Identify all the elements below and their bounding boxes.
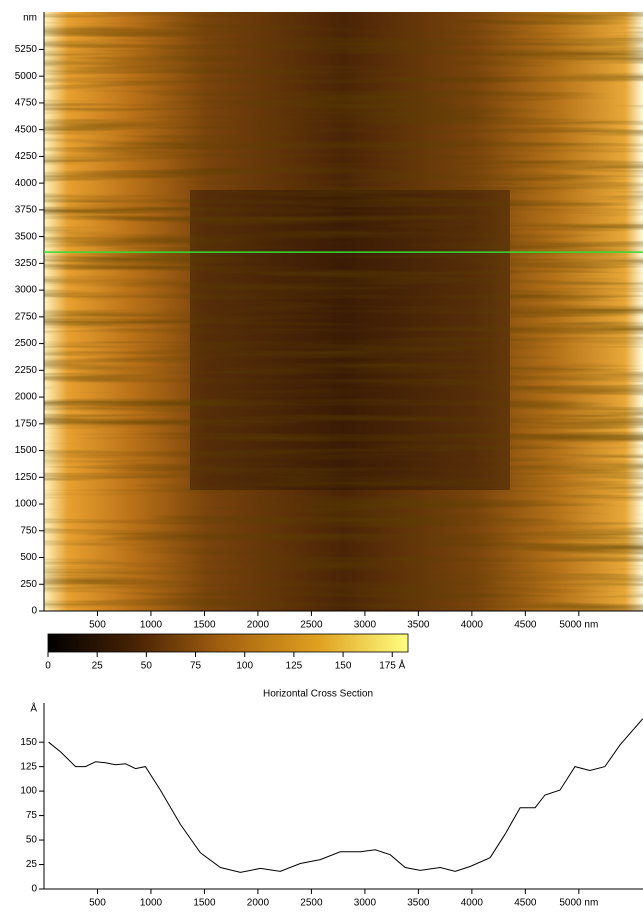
y-tick-label: 5000	[15, 71, 38, 82]
y-tick-label: 4750	[15, 98, 38, 109]
x-tick-label: 150	[335, 661, 352, 672]
y-tick-label: 1250	[15, 472, 38, 483]
x-tick-label: 5000 nm	[559, 898, 598, 909]
y-tick-label: 500	[20, 552, 37, 563]
x-tick-label: 125	[286, 661, 303, 672]
chart-title: Horizontal Cross Section	[263, 689, 373, 700]
y-tick-label: 0	[31, 884, 37, 895]
y-tick-label: 3250	[15, 258, 38, 269]
y-tick-label: 1500	[15, 445, 38, 456]
x-tick-label: 5000 nm	[559, 620, 598, 631]
x-tick-label: 2500	[300, 898, 323, 909]
x-tick-label: 3000	[354, 620, 377, 631]
x-tick-label: 4500	[514, 898, 537, 909]
y-tick-label: 3000	[15, 285, 38, 296]
x-tick-label: 1500	[193, 898, 216, 909]
y-tick-label: 100	[20, 786, 37, 797]
colorbar	[47, 633, 409, 653]
y-tick-label: 4500	[15, 124, 38, 135]
y-tick-label: 150	[20, 737, 37, 748]
y-tick-label: 250	[20, 579, 37, 590]
x-tick-label: 1000	[140, 898, 163, 909]
y-tick-label: 1000	[15, 499, 38, 510]
y-tick-label: 750	[20, 525, 37, 536]
y-tick-label: 4250	[15, 151, 38, 162]
x-tick-label: 0	[45, 661, 51, 672]
x-tick-label: 100	[236, 661, 253, 672]
y-tick-label: 25	[26, 859, 38, 870]
x-tick-label: 1000	[140, 620, 163, 631]
y-tick-label: 50	[26, 835, 38, 846]
x-tick-label: 75	[190, 661, 202, 672]
chart-layer: 500 1000 1500 2000 2500 3000 3500 4000 4500 5000 …	[15, 12, 643, 909]
y-tick-label: 2250	[15, 365, 38, 376]
x-tick-label: 25	[92, 661, 104, 672]
x-tick-label: 3000	[354, 898, 377, 909]
x-tick-label: 4000	[461, 898, 484, 909]
y-unit: nm	[23, 13, 37, 24]
x-tick-label: 3500	[407, 620, 430, 631]
x-tick-label: 4000	[461, 620, 484, 631]
x-tick-label: 175 Å	[379, 659, 405, 672]
y-tick-label: 125	[20, 761, 37, 772]
y-tick-label: 4000	[15, 178, 38, 189]
y-tick-label: 2750	[15, 311, 38, 322]
x-tick-label: 4500	[514, 620, 537, 631]
x-tick-label: 3500	[407, 898, 430, 909]
x-tick-label: 500	[89, 898, 106, 909]
y-tick-label: 2000	[15, 392, 38, 403]
y-tick-label: 2500	[15, 338, 38, 349]
x-tick-label: 2000	[247, 898, 270, 909]
x-tick-label: 2500	[300, 620, 323, 631]
x-tick-label: 500	[89, 620, 106, 631]
y-tick-label: 75	[26, 810, 38, 821]
y-tick-label: 5250	[15, 44, 38, 55]
x-tick-label: 1500	[193, 620, 216, 631]
profile-line	[48, 718, 643, 873]
y-tick-label: 3500	[15, 231, 38, 242]
y-tick-label: 1750	[15, 418, 38, 429]
x-tick-label: 50	[141, 661, 153, 672]
y-tick-label: 0	[31, 606, 37, 617]
x-tick-label: 2000	[247, 620, 270, 631]
y-tick-label: 3750	[15, 205, 38, 216]
y-unit: Å	[30, 702, 37, 715]
afm-image	[44, 12, 643, 611]
